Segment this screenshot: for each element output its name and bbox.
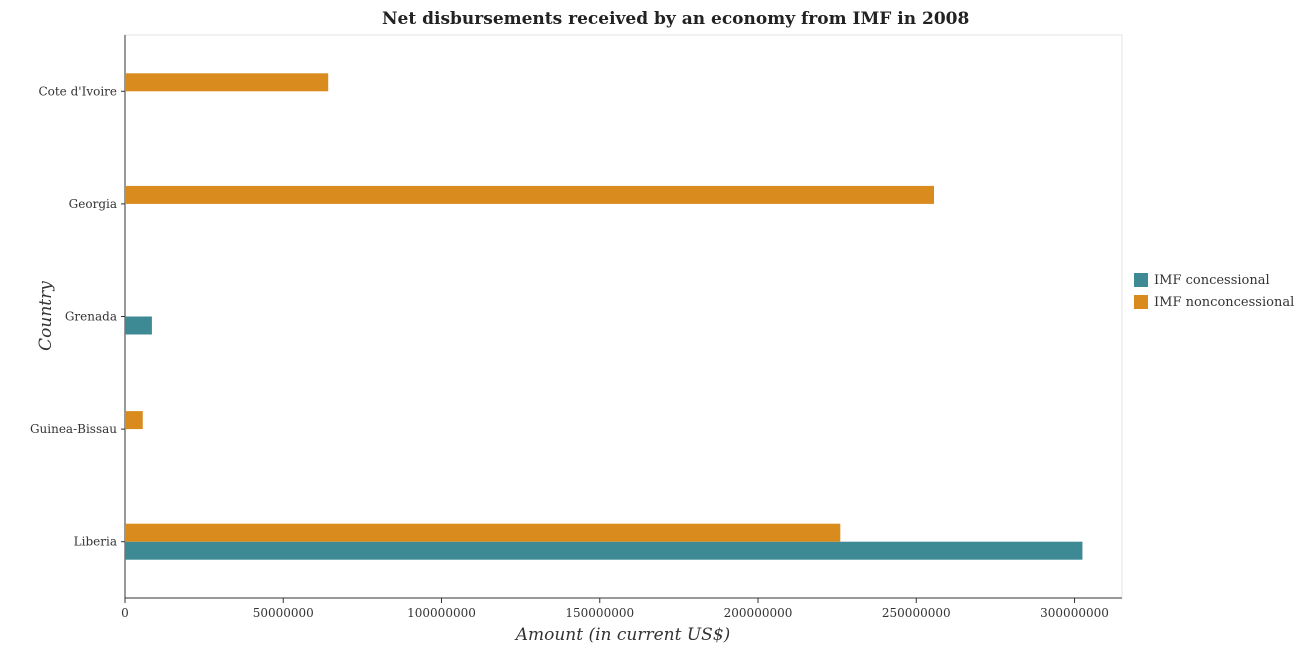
legend: IMF concessional IMF nonconcessional (1134, 273, 1294, 310)
y-tick-label: Liberia (74, 535, 117, 549)
x-tick-label: 200000000 (724, 606, 793, 620)
bar-concessional (125, 316, 152, 335)
y-tick-label: Cote d'Ivoire (38, 84, 117, 98)
legend-swatch (1134, 273, 1148, 287)
bar-nonconcessional (125, 185, 934, 204)
y-tick-label: Georgia (69, 197, 117, 211)
bar-concessional (125, 541, 1083, 560)
x-tick-label: 0 (121, 606, 129, 620)
y-tick-labels: Cote d'Ivoire Georgia Grenada Guinea-Bissau… (30, 84, 125, 549)
y-tick-label: Grenada (65, 310, 117, 324)
plot-area (124, 34, 1123, 599)
x-tick-labels: 0 50000000 100000000 150000000 200000000 2500… (121, 598, 1109, 620)
chart-title: Net disbursements received by an economy… (382, 9, 969, 29)
bar-nonconcessional (125, 411, 143, 430)
x-tick-label: 250000000 (882, 606, 951, 620)
bars-group (125, 73, 1083, 560)
x-axis-title: Amount (in current US$) (514, 625, 731, 645)
x-tick-label: 100000000 (407, 606, 476, 620)
x-tick-label: 300000000 (1040, 606, 1109, 620)
y-tick-label: Guinea-Bissau (30, 422, 117, 436)
x-tick-label: 150000000 (565, 606, 634, 620)
y-axis-title: Country (36, 281, 56, 351)
legend-swatch (1134, 295, 1148, 309)
legend-label: IMF concessional (1154, 273, 1270, 288)
bar-nonconcessional (125, 523, 841, 542)
bar-nonconcessional (125, 73, 329, 92)
legend-label: IMF nonconcessional (1154, 295, 1294, 310)
x-tick-label: 50000000 (253, 606, 314, 620)
